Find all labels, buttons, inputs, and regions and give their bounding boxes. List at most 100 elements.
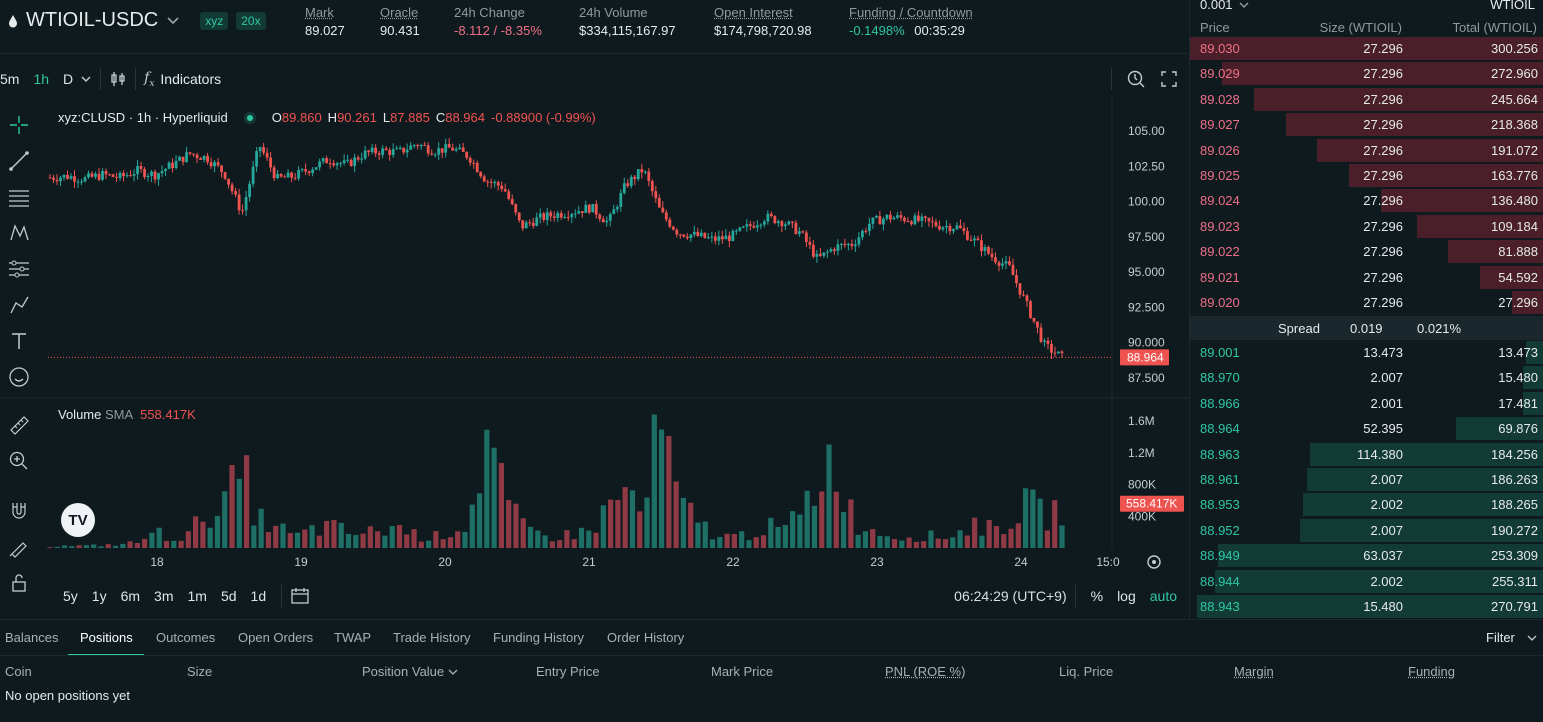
ask-row[interactable]: 89.021 27.296 54.592 xyxy=(1190,265,1543,290)
trendline-icon[interactable] xyxy=(6,148,32,174)
candle-body xyxy=(395,148,399,150)
calendar-icon[interactable] xyxy=(290,586,310,606)
volume-bar xyxy=(658,429,665,548)
auto-toggle[interactable]: auto xyxy=(1149,588,1177,604)
bid-row[interactable]: 88.943 15.480 270.791 xyxy=(1190,594,1543,619)
ask-row[interactable]: 89.023 27.296 109.184 xyxy=(1190,214,1543,239)
candle-body xyxy=(941,227,945,230)
ask-row[interactable]: 89.029 27.296 272.960 xyxy=(1190,61,1543,86)
unit-select[interactable]: WTIOIL xyxy=(1490,0,1535,12)
volume-bar xyxy=(979,535,985,548)
bid-row[interactable]: 88.963 114.380 184.256 xyxy=(1190,442,1543,467)
forecast-icon[interactable] xyxy=(6,256,32,282)
ask-row[interactable]: 89.027 27.296 218.368 xyxy=(1190,112,1543,137)
bid-row[interactable]: 89.001 13.473 13.473 xyxy=(1190,340,1543,365)
ask-row[interactable]: 89.028 27.296 245.664 xyxy=(1190,87,1543,112)
candle-body xyxy=(363,150,367,159)
bid-row[interactable]: 88.966 2.001 17.481 xyxy=(1190,391,1543,416)
ask-depth-bar xyxy=(1448,240,1543,264)
candle-body xyxy=(875,216,878,218)
lock-icon[interactable] xyxy=(6,570,32,596)
range-1y[interactable]: 1y xyxy=(91,588,107,604)
candle-body xyxy=(748,224,752,226)
tab-positions[interactable]: Positions xyxy=(80,630,133,645)
candle-style-icon[interactable] xyxy=(109,70,127,88)
interval-1h[interactable]: 1h xyxy=(33,71,50,87)
dex-badge: xyz xyxy=(200,11,229,30)
col-position-size: Size xyxy=(187,664,213,679)
magnet-icon[interactable] xyxy=(6,498,32,524)
candle-body xyxy=(66,174,69,179)
fib-lines-icon[interactable] xyxy=(6,184,32,210)
interval-d[interactable]: D xyxy=(63,71,74,87)
range-3m[interactable]: 3m xyxy=(154,588,174,604)
ask-row[interactable]: 89.024 27.296 136.480 xyxy=(1190,188,1543,213)
ruler-icon[interactable] xyxy=(6,412,32,438)
tab-outcomes[interactable]: Outcomes xyxy=(156,630,216,645)
interval-5m[interactable]: 5m xyxy=(0,71,20,87)
tick-size-select[interactable]: 0.001 xyxy=(1200,0,1249,12)
bid-row[interactable]: 88.944 2.002 255.311 xyxy=(1190,569,1543,594)
col-position-value[interactable]: Position Value xyxy=(362,664,458,679)
text-icon[interactable] xyxy=(6,328,32,354)
candle-body xyxy=(311,169,315,174)
range-5d[interactable]: 5d xyxy=(220,588,237,604)
candle-body xyxy=(615,206,619,210)
bid-row[interactable]: 88.953 2.002 188.265 xyxy=(1190,492,1543,517)
tab-trade-history[interactable]: Trade History xyxy=(393,630,471,645)
tab-order-history[interactable]: Order History xyxy=(607,630,685,645)
ask-row[interactable]: 89.025 27.296 163.776 xyxy=(1190,163,1543,188)
fullscreen-icon[interactable] xyxy=(1160,70,1178,88)
bid-size: 2.001 xyxy=(1370,395,1403,411)
volume-bar xyxy=(622,487,628,548)
emoji-icon[interactable] xyxy=(6,364,32,390)
candle-body xyxy=(871,217,875,224)
bid-row[interactable]: 88.970 2.007 15.480 xyxy=(1190,365,1543,390)
lock-drawing-icon[interactable] xyxy=(6,534,32,560)
ask-row[interactable]: 89.026 27.296 191.072 xyxy=(1190,138,1543,163)
brush-icon[interactable] xyxy=(6,292,32,318)
zoom-in-icon[interactable] xyxy=(6,448,32,474)
bid-row[interactable]: 88.949 63.037 253.309 xyxy=(1190,543,1543,568)
leverage-badge[interactable]: 20x xyxy=(236,11,266,30)
bid-row[interactable]: 88.952 2.007 190.272 xyxy=(1190,518,1543,543)
volume-bar xyxy=(462,531,468,548)
time-tick-label: 15:0 xyxy=(1096,555,1120,569)
pattern-icon[interactable] xyxy=(6,220,32,246)
candle-body xyxy=(227,178,230,185)
price-chart[interactable]: 105.00 102.50 100.00 97.500 95.000 92.500 90.0… xyxy=(0,96,1188,578)
percent-toggle[interactable]: % xyxy=(1090,588,1104,604)
tab-funding-history[interactable]: Funding History xyxy=(493,630,585,645)
bid-row[interactable]: 88.964 52.395 69.876 xyxy=(1190,416,1543,441)
clock-label[interactable]: 06:24:29 (UTC+9) xyxy=(954,588,1067,604)
candle-body xyxy=(675,229,679,235)
tab-twap[interactable]: TWAP xyxy=(334,630,372,645)
ask-row[interactable]: 89.030 27.296 300.256 xyxy=(1190,36,1543,61)
ask-depth-bar xyxy=(1416,214,1543,238)
pair-selector[interactable]: WTIOIL-USDC xyz 20x xyxy=(8,9,266,32)
replay-icon[interactable] xyxy=(1126,69,1146,89)
indicators-button[interactable]: fx Indicators xyxy=(144,69,222,89)
crosshair-icon[interactable] xyxy=(6,112,32,138)
range-1d[interactable]: 1d xyxy=(250,588,267,604)
tradingview-logo[interactable]: TV xyxy=(61,503,95,537)
tab-open-orders[interactable]: Open Orders xyxy=(238,630,314,645)
candle-body xyxy=(843,243,847,246)
range-5y[interactable]: 5y xyxy=(63,588,78,604)
ask-price: 89.023 xyxy=(1200,218,1240,234)
tab-balances[interactable]: Balances xyxy=(5,630,59,645)
candle-body xyxy=(685,236,689,239)
chevron-down-icon[interactable] xyxy=(80,74,92,84)
ask-row[interactable]: 89.020 27.296 27.296 xyxy=(1190,290,1543,315)
candle-body xyxy=(1043,340,1046,342)
candle-body xyxy=(899,215,903,218)
volume-bar xyxy=(593,532,599,548)
range-6m[interactable]: 6m xyxy=(120,588,141,604)
bid-row[interactable]: 88.961 2.007 186.263 xyxy=(1190,467,1543,492)
log-toggle[interactable]: log xyxy=(1117,588,1136,604)
volume-tick-label: 800K xyxy=(1128,478,1156,492)
range-1m[interactable]: 1m xyxy=(187,588,207,604)
ask-row[interactable]: 89.022 27.296 81.888 xyxy=(1190,239,1543,264)
filter-button[interactable]: Filter xyxy=(1486,630,1537,645)
price-tick-label: 92.500 xyxy=(1128,300,1165,314)
